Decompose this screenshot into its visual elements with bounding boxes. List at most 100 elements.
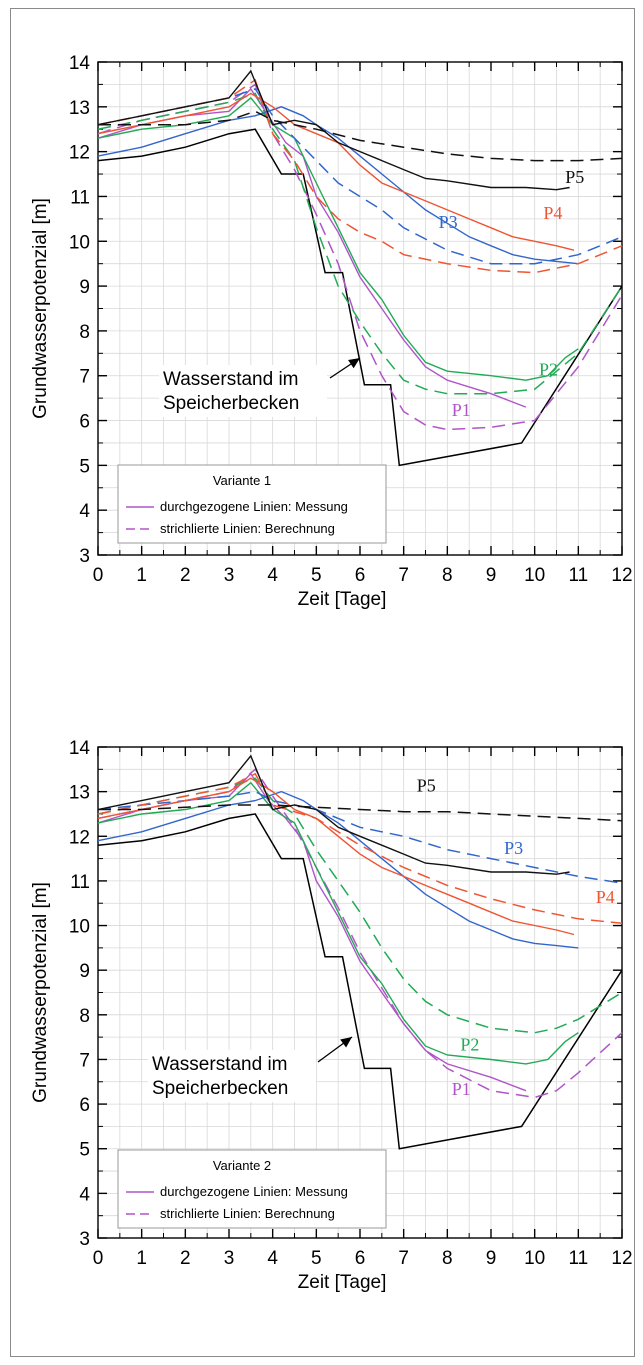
y-tick-label: 12	[69, 143, 90, 164]
y-tick-label: 3	[79, 546, 90, 567]
y-tick-label: 13	[69, 98, 90, 119]
x-tick-label: 12	[611, 565, 632, 586]
x-axis-label: Zeit [Tage]	[298, 589, 387, 610]
figure-frame	[10, 8, 635, 1357]
series-p3-measured-line	[97, 790, 579, 949]
series-p3: P3	[97, 88, 623, 265]
series-p4: P4	[97, 78, 623, 274]
y-tick-label: 6	[79, 1095, 90, 1116]
series-p4-computed-line	[97, 772, 623, 925]
series-p2-measured-line	[97, 96, 579, 381]
series-p5: P5	[97, 754, 623, 875]
series-p4-computed-line	[97, 78, 623, 274]
y-tick-label: 6	[79, 412, 90, 433]
legend-title: Variante 1	[213, 473, 271, 488]
series-p1-measured-line	[97, 87, 527, 408]
x-tick-label: 8	[442, 1248, 453, 1269]
series-label-p2: P2	[460, 1035, 479, 1055]
x-tick-label: 11	[568, 1248, 588, 1269]
y-tick-label: 10	[69, 917, 90, 938]
x-tick-label: 0	[93, 1248, 104, 1269]
series-label-p4: P4	[596, 887, 615, 907]
annotation-background	[159, 365, 327, 417]
x-tick-label: 10	[524, 565, 545, 586]
y-tick-label: 8	[79, 322, 90, 343]
x-tick-label: 7	[398, 1248, 409, 1269]
x-tick-label: 6	[355, 565, 366, 586]
x-axis-label: Zeit [Tage]	[298, 1272, 387, 1293]
y-axis-label: Grundwasserpotenzial [m]	[30, 882, 51, 1103]
series-p2: P2	[97, 777, 623, 1065]
x-tick-label: 8	[442, 565, 453, 586]
reservoir-annotation: Wasserstand im Speicherbecken	[159, 357, 361, 417]
x-tick-label: 2	[180, 565, 191, 586]
legend-box	[117, 1149, 387, 1229]
series-p2: P2	[97, 92, 623, 395]
x-tick-label: 4	[267, 1248, 278, 1269]
y-tick-label: 11	[70, 872, 90, 893]
annotation-line-1: Wasserstand im	[152, 1054, 288, 1075]
y-tick-label: 9	[79, 961, 90, 982]
series-label-p1: P1	[452, 400, 471, 420]
y-tick-label: 7	[79, 367, 90, 388]
series-label-p1: P1	[452, 1079, 471, 1099]
legend-title: Variante 2	[213, 1158, 271, 1173]
y-tick-label: 3	[79, 1229, 90, 1250]
y-tick-label: 13	[69, 783, 90, 804]
y-tick-label: 5	[79, 456, 90, 477]
x-tick-label: 7	[398, 565, 409, 586]
y-tick-label: 14	[69, 53, 91, 74]
annotation-arrow-head	[340, 1037, 352, 1048]
series-p4-measured-line	[97, 92, 575, 251]
legend-computed-label: strichlierte Linien: Berechnung	[160, 1206, 335, 1221]
annotation-line-2: Speicherbecken	[163, 393, 299, 414]
series-label-p3: P3	[504, 838, 523, 858]
series-p2-computed-line	[97, 92, 623, 395]
series-p5-computed-line	[98, 804, 623, 822]
series-label-p5: P5	[565, 167, 584, 187]
x-tick-label: 0	[93, 565, 104, 586]
series-label-p4: P4	[543, 203, 562, 223]
x-tick-label: 6	[355, 1248, 366, 1269]
legend-measured-label: durchgezogene Linien: Messung	[160, 1184, 348, 1199]
y-axis-label: Grundwasserpotenzial [m]	[30, 198, 51, 419]
series-p3: P3	[97, 790, 623, 949]
reservoir-water-level-line	[97, 813, 623, 1150]
x-tick-label: 10	[524, 1248, 545, 1269]
legend-measured-label: durchgezogene Linien: Messung	[160, 499, 348, 514]
series-p2-measured-line	[97, 781, 579, 1065]
legend: Variante 2 durchgezogene Linien: Messung s…	[117, 1149, 387, 1229]
x-tick-label: 3	[224, 565, 235, 586]
x-tick-label: 12	[611, 1248, 632, 1269]
y-tick-label: 11	[70, 187, 90, 208]
series-label-p5: P5	[417, 776, 436, 796]
x-tick-label: 4	[267, 565, 278, 586]
series-p3-measured-line	[97, 106, 579, 265]
legend-box	[117, 464, 387, 544]
annotation-background	[148, 1050, 316, 1102]
x-tick-label: 1	[136, 1248, 147, 1269]
annotation-line-2: Speicherbecken	[152, 1078, 288, 1099]
y-tick-label: 9	[79, 277, 90, 298]
series-p5: P5	[97, 69, 623, 191]
reservoir-annotation: Wasserstand im Speicherbecken	[148, 1036, 353, 1102]
series-p4-measured-line	[97, 777, 575, 936]
annotation-arrow-head	[348, 358, 360, 369]
series-p5-measured-line	[97, 69, 570, 191]
y-tick-label: 12	[69, 827, 90, 848]
x-tick-label: 5	[311, 1248, 322, 1269]
x-tick-label: 1	[136, 565, 147, 586]
annotation-line-1: Wasserstand im	[163, 369, 299, 390]
series-p3-computed-line	[97, 88, 623, 265]
x-tick-label: 11	[568, 565, 588, 586]
series-p1: P1	[97, 768, 623, 1099]
series-p3-computed-line	[97, 790, 623, 884]
x-tick-label: 3	[224, 1248, 235, 1269]
y-tick-label: 14	[69, 738, 91, 759]
y-tick-label: 10	[69, 232, 90, 253]
y-tick-label: 4	[79, 1184, 90, 1205]
series-p5-computed-line	[98, 110, 623, 162]
